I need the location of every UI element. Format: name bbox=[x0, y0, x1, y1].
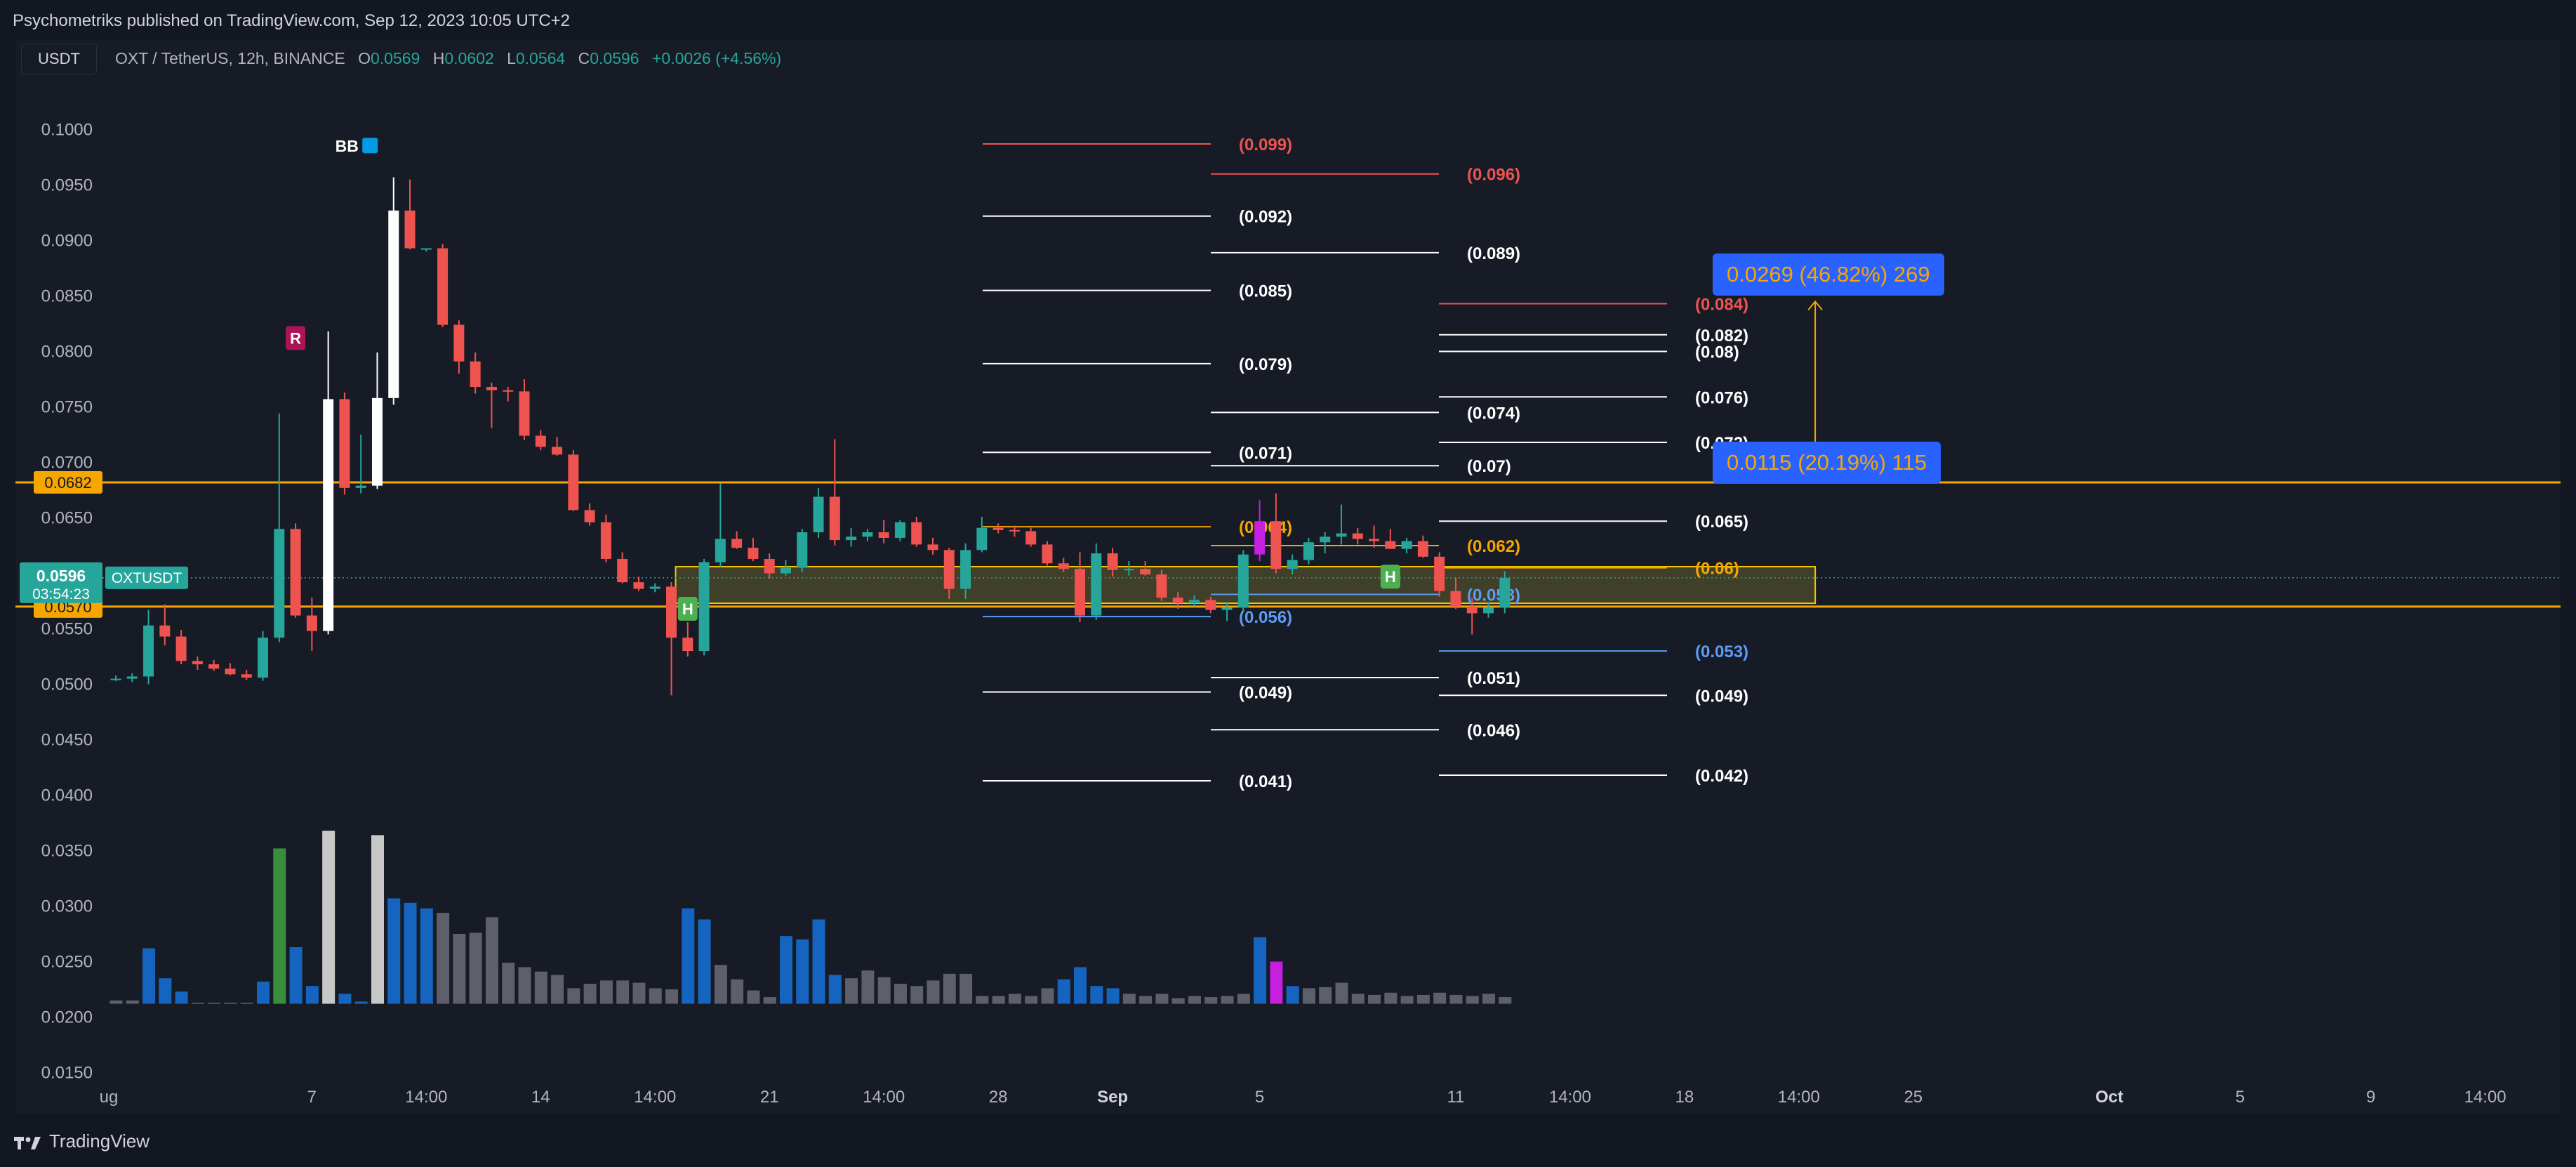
published-line: Psychometriks published on TradingView.c… bbox=[13, 11, 571, 30]
close-value: 0.0596 bbox=[590, 49, 639, 67]
high-label: H bbox=[432, 49, 445, 67]
target-badge-1: 0.0269 (46.82%) 269 bbox=[1713, 253, 1944, 296]
badge-text: 0.0269 (46.82%) 269 bbox=[1727, 262, 1930, 287]
tradingview-logo-icon bbox=[14, 1134, 42, 1149]
target-badge-2: 0.0115 (20.19%) 115 bbox=[1713, 441, 1941, 484]
open-label: O bbox=[358, 49, 371, 67]
low-label: L bbox=[507, 49, 516, 67]
symbol-line: OXT / TetherUS, 12h, BINANCE bbox=[115, 49, 345, 67]
close-label: C bbox=[578, 49, 590, 67]
footer-brand: TradingView bbox=[49, 1130, 150, 1152]
low-value: 0.0564 bbox=[515, 49, 566, 67]
top-bar: Psychometriks published on TradingView.c… bbox=[0, 0, 2576, 39]
currency-button[interactable]: USDT bbox=[21, 44, 97, 74]
badge-text: 0.0115 (20.19%) 115 bbox=[1727, 449, 1927, 475]
footer bbox=[0, 1118, 2576, 1167]
ohlc-legend: OXT / TetherUS, 12h, BINANCE O0.0569 H0.… bbox=[115, 49, 781, 68]
open-value: 0.0569 bbox=[370, 49, 420, 67]
tradingview-logo[interactable]: TradingView bbox=[14, 1130, 150, 1152]
chart-panel[interactable] bbox=[15, 39, 2561, 1114]
high-value: 0.0602 bbox=[444, 49, 494, 67]
change-value: +0.0026 (+4.56%) bbox=[652, 49, 782, 67]
